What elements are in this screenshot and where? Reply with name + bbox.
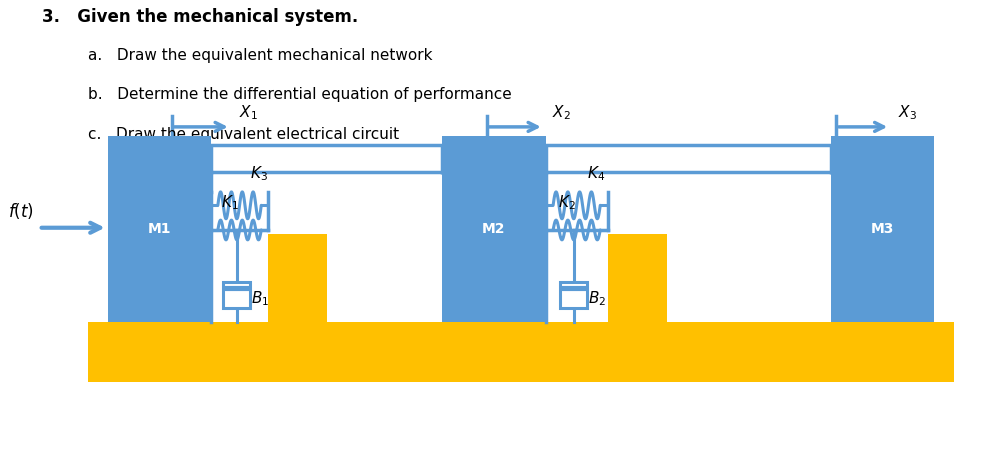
Bar	[88, 322, 954, 382]
Text: $K_2$: $K_2$	[558, 193, 575, 212]
Text: $X_2$: $X_2$	[551, 104, 570, 122]
Text: c.   Draw the equivalent electrical circuit: c. Draw the equivalent electrical circui…	[88, 127, 399, 142]
Bar	[608, 235, 666, 322]
Text: $B_1$: $B_1$	[251, 290, 269, 308]
Bar	[832, 136, 935, 322]
Text: M3: M3	[871, 222, 895, 236]
Text: 3.   Given the mechanical system.: 3. Given the mechanical system.	[42, 8, 358, 26]
Text: b.   Determine the differential equation of performance: b. Determine the differential equation o…	[88, 87, 512, 101]
Bar	[223, 281, 250, 308]
Text: M2: M2	[482, 222, 506, 236]
Bar	[443, 136, 545, 322]
Bar	[559, 281, 587, 308]
Text: $X_3$: $X_3$	[898, 104, 917, 122]
Text: $K_3$: $K_3$	[250, 164, 268, 183]
Bar	[268, 235, 327, 322]
Bar	[108, 136, 211, 322]
Text: $B_2$: $B_2$	[588, 290, 607, 308]
Text: $K_1$: $K_1$	[221, 193, 239, 212]
Text: $K_4$: $K_4$	[587, 164, 606, 183]
Text: M1: M1	[148, 222, 171, 236]
Text: $X_1$: $X_1$	[239, 104, 257, 122]
Text: a.   Draw the equivalent mechanical network: a. Draw the equivalent mechanical networ…	[88, 48, 433, 64]
Text: $f(t)$: $f(t)$	[8, 201, 34, 221]
